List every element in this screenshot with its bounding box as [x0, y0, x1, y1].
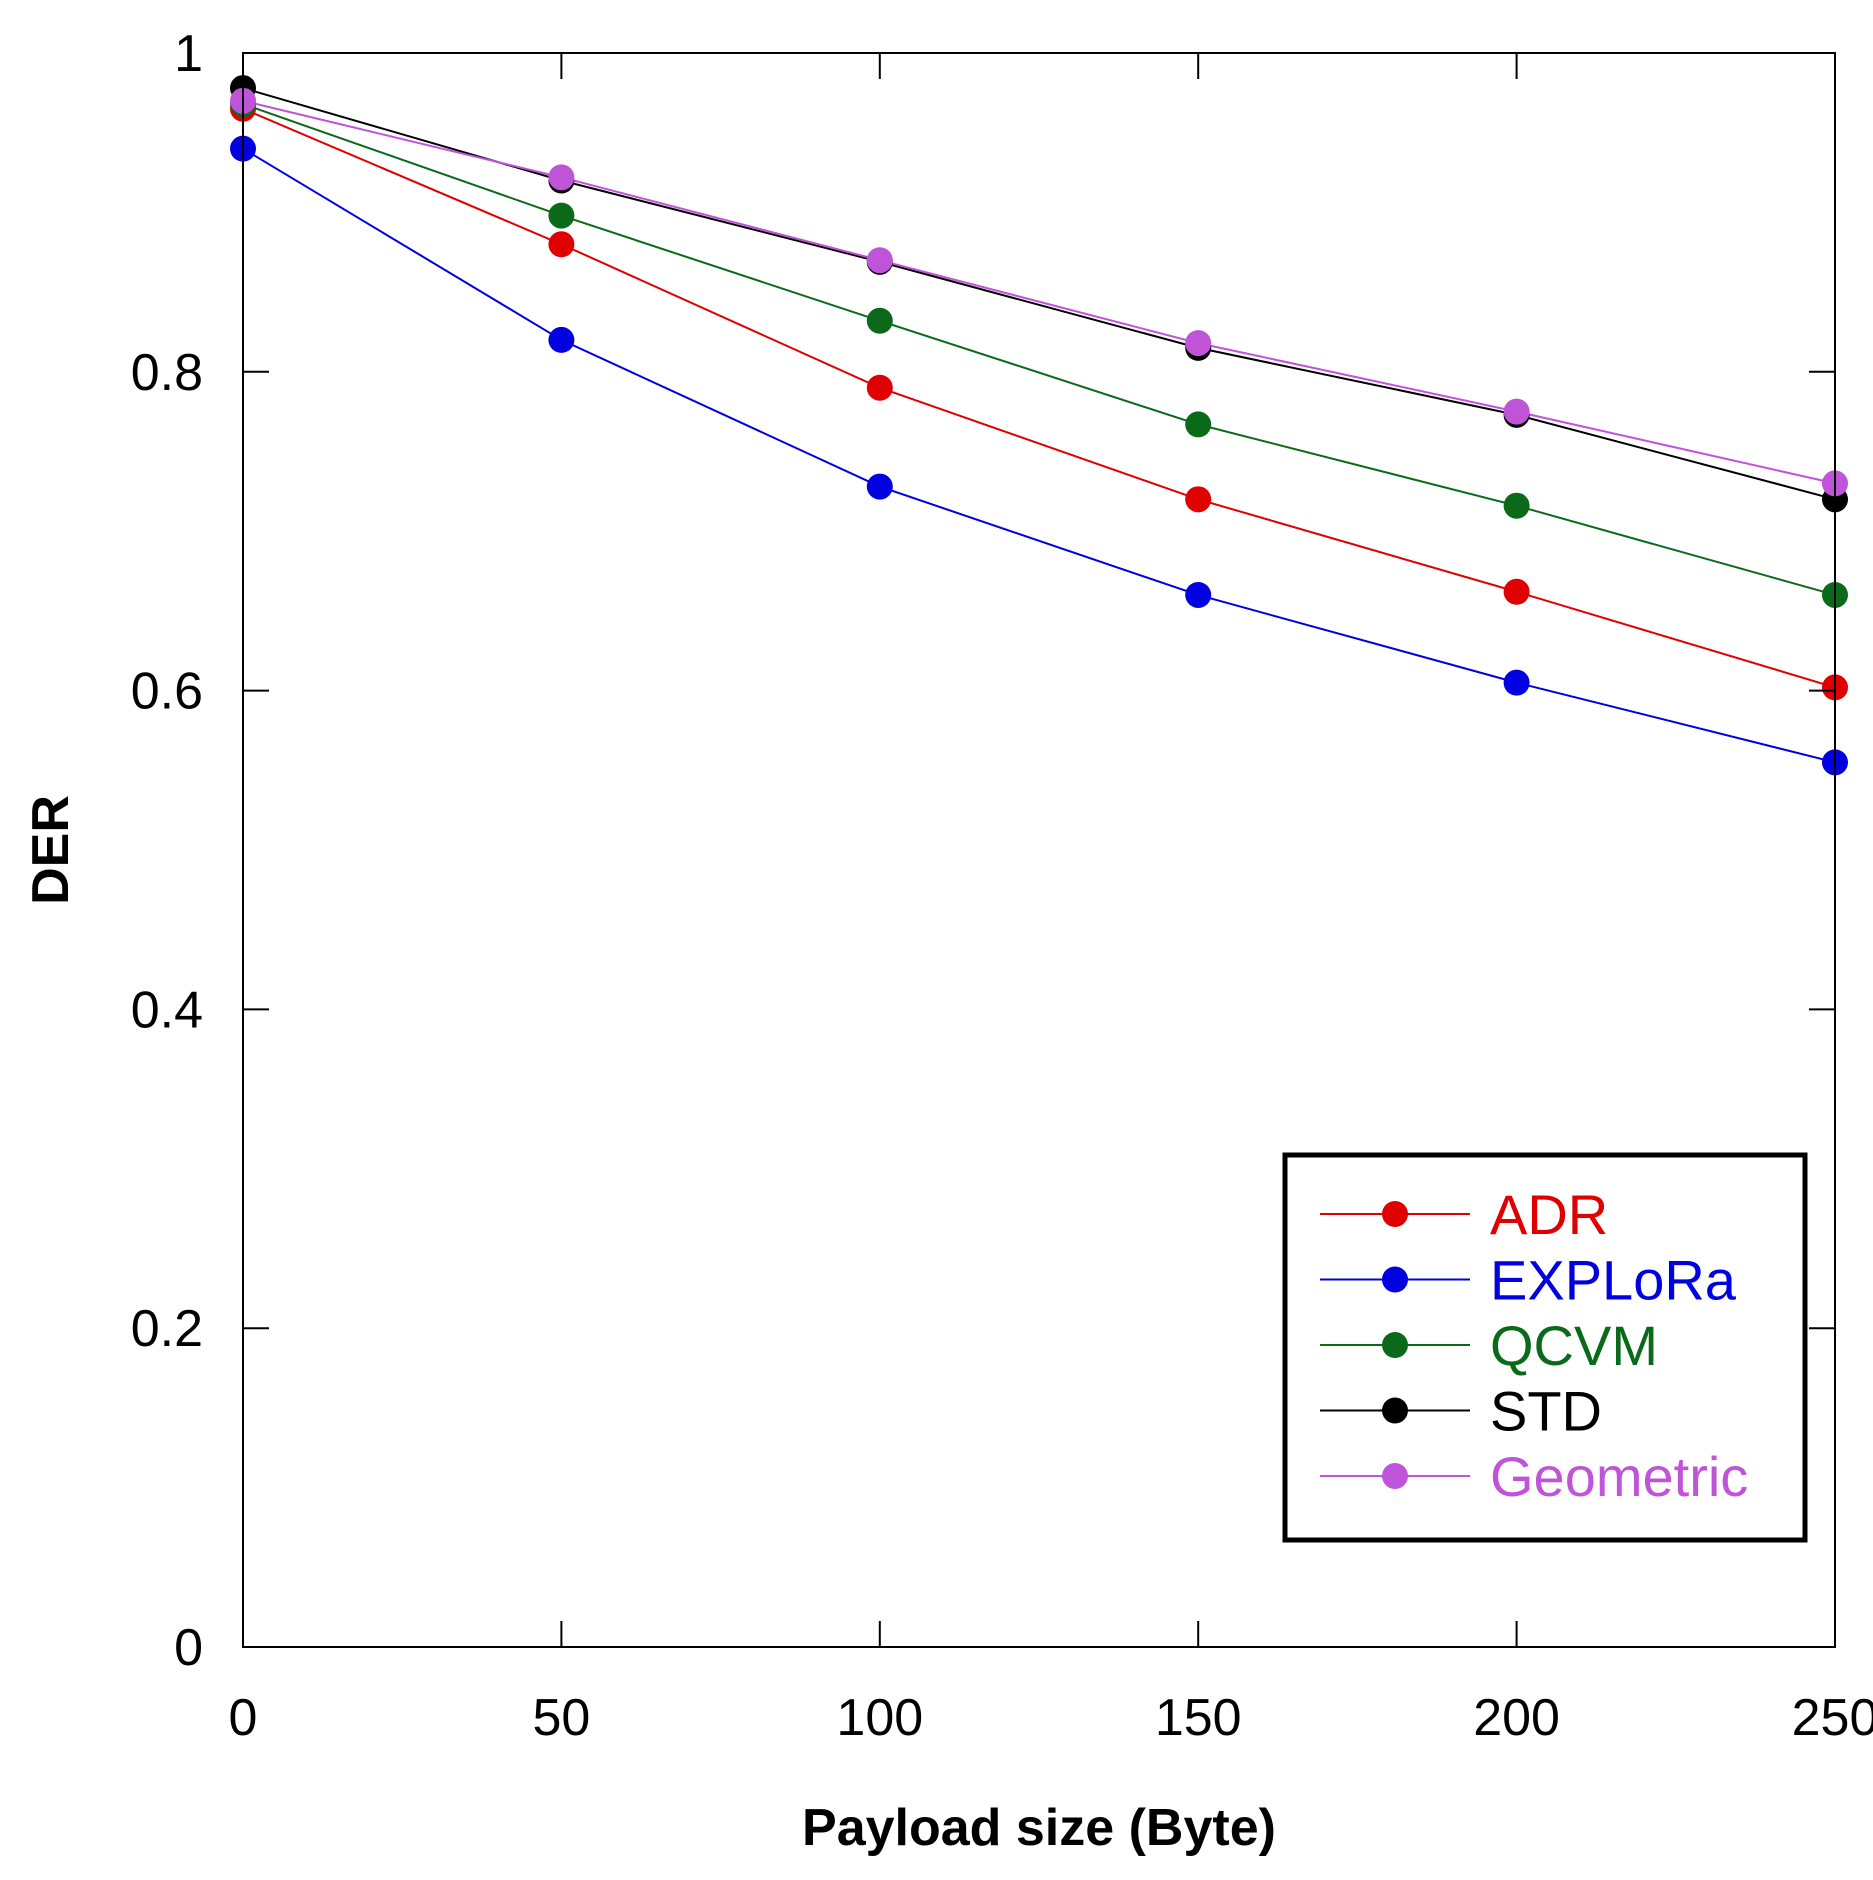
series-line-geometric [242, 99, 1836, 485]
data-point-geometric [548, 164, 575, 191]
data-point-qcvm [548, 202, 575, 229]
legend-marker-adr [1382, 1201, 1408, 1227]
data-point-qcvm [1185, 411, 1212, 438]
legend-marker-geometric [1382, 1463, 1408, 1489]
x-tick-label: 200 [1473, 1689, 1560, 1747]
x-tick-label: 0 [229, 1689, 258, 1747]
series-line-explora [242, 147, 1836, 764]
data-point-adr [1503, 578, 1530, 605]
y-axis-title: DER [22, 795, 80, 905]
y-tick-label: 1 [174, 25, 203, 83]
legend-label-adr: ADR [1490, 1183, 1608, 1246]
plot-frame [242, 52, 1836, 1648]
series-line-adr [242, 107, 1836, 689]
axis-tick-labels: 0 50 100 150 200 250 0 0.2 0.4 0.6 0.8 1 [131, 25, 1873, 1747]
data-point-qcvm [1503, 492, 1530, 519]
data-point-geometric [866, 247, 893, 274]
legend-label-explora: EXPLoRa [1490, 1249, 1737, 1312]
x-tick-label: 100 [836, 1689, 923, 1747]
data-point-adr [1185, 486, 1212, 513]
data-point-explora [1503, 669, 1530, 696]
y-tick-label: 0.4 [131, 981, 203, 1039]
legend-label-std: STD [1490, 1380, 1602, 1443]
x-tick-label: 250 [1792, 1689, 1873, 1747]
data-point-explora [1185, 581, 1212, 608]
legend-marker-qcvm [1382, 1332, 1408, 1358]
legend-marker-std [1382, 1397, 1408, 1424]
y-tick-label: 0.2 [131, 1300, 203, 1358]
x-axis-title: Payload size (Byte) [802, 1799, 1276, 1857]
data-point-adr [548, 231, 575, 258]
x-tick-label: 150 [1155, 1689, 1242, 1747]
axis-ticks [242, 52, 1836, 1648]
data-point-explora [866, 473, 893, 500]
legend-label-qcvm: QCVM [1490, 1314, 1658, 1377]
data-point-qcvm [866, 307, 893, 334]
data-point-explora [548, 326, 575, 353]
legend-label-geometric: Geometric [1490, 1445, 1748, 1508]
y-tick-label: 0.8 [131, 344, 203, 402]
y-tick-label: 0.6 [131, 663, 203, 721]
data-point-adr [866, 374, 893, 401]
series-lines [242, 87, 1836, 764]
series-line-qcvm [242, 103, 1836, 596]
x-tick-label: 50 [532, 1689, 590, 1747]
data-point-geometric [1503, 398, 1530, 425]
legend-marker-explora [1382, 1266, 1408, 1293]
data-point-geometric [1185, 330, 1212, 357]
y-tick-label: 0 [174, 1619, 203, 1677]
